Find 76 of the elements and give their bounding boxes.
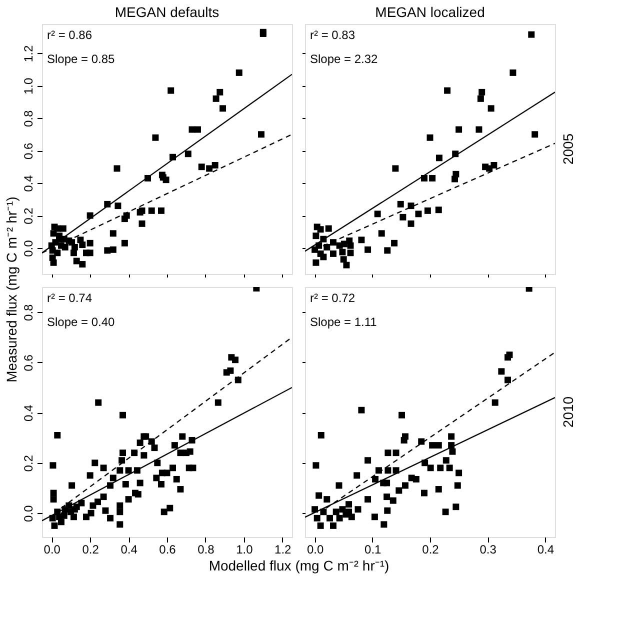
y-axis-title: Measured flux (mg C m⁻² hr⁻¹)	[4, 196, 20, 382]
point	[397, 200, 404, 208]
y2-axis-title: 2005	[560, 133, 576, 165]
point	[436, 154, 442, 162]
point	[400, 214, 406, 220]
chart-title: MEGAN defaults	[114, 4, 220, 20]
point	[532, 131, 538, 138]
y-tick-label: 1.2	[22, 45, 36, 62]
y-tick-label: 0.6	[22, 354, 36, 372]
point	[444, 87, 451, 94]
x-axis-title: Modelled flux (mg C m⁻² hr⁻¹)	[208, 558, 390, 574]
point	[476, 126, 482, 133]
x-tick-label: 0.2	[82, 542, 100, 556]
y-tick-label: 0.0	[22, 240, 36, 257]
point	[429, 174, 436, 182]
y-tick-label: 0.8	[22, 304, 36, 321]
y-tick-label: 0.8	[22, 110, 36, 127]
annotation: Slope = 0.85	[47, 52, 116, 66]
point	[477, 95, 484, 102]
y-tick-label: 0.2	[22, 207, 36, 224]
x-tick-label: 0.3	[480, 542, 497, 556]
point	[358, 236, 365, 244]
point	[378, 230, 385, 237]
point	[528, 31, 535, 38]
chart-title: MEGAN localized	[375, 4, 485, 20]
point	[456, 126, 462, 133]
point	[384, 247, 391, 254]
point	[374, 210, 381, 218]
point	[490, 162, 498, 168]
y-tick-label: 0.2	[22, 454, 36, 472]
y-tick-label: 0.0	[22, 504, 36, 522]
x-tick-label: 0.4	[537, 542, 554, 556]
point	[392, 165, 399, 172]
annotation: r² = 0.74	[47, 291, 92, 305]
point	[452, 176, 458, 182]
x-tick-label: 0.8	[198, 542, 215, 556]
point	[330, 250, 336, 257]
point	[424, 207, 431, 214]
point	[347, 250, 354, 256]
point	[317, 226, 324, 233]
annotation: r² = 0.72	[310, 291, 356, 305]
y-tick-label: 0.4	[22, 404, 36, 422]
y-tick-label: 0.6	[22, 142, 36, 160]
point	[364, 246, 372, 253]
point	[426, 134, 434, 141]
point	[320, 254, 327, 260]
point	[510, 69, 516, 76]
annotation: Slope = 2.32	[310, 52, 378, 66]
y2-axis-title: 2010	[560, 396, 576, 428]
point	[340, 256, 347, 263]
point	[312, 232, 320, 240]
x-tick-label: 1.2	[274, 542, 292, 556]
annotation: r² = 0.83	[310, 28, 356, 42]
point	[339, 248, 346, 256]
annotation: Slope = 0.40	[47, 315, 116, 329]
point	[408, 220, 414, 227]
x-tick-label: 1.0	[236, 542, 254, 556]
y-tick-label: 1.0	[22, 78, 36, 95]
point	[343, 262, 350, 268]
point	[391, 240, 398, 246]
point	[312, 259, 320, 266]
x-tick-label: 0.6	[159, 542, 176, 556]
annotation: Slope = 1.11	[310, 315, 378, 329]
x-tick-label: 0.2	[422, 542, 440, 556]
annotation: r² = 0.86	[47, 28, 92, 42]
point	[435, 206, 442, 214]
x-tick-label: 0.0	[44, 542, 61, 556]
point	[488, 105, 494, 112]
y-tick-label: 0.4	[22, 174, 36, 192]
x-tick-label: 0.0	[306, 542, 324, 556]
point	[346, 237, 353, 244]
point	[478, 88, 486, 96]
point	[415, 210, 422, 218]
x-tick-label: 0.1	[364, 542, 382, 556]
point	[325, 225, 332, 232]
x-tick-label: 0.4	[120, 542, 138, 556]
